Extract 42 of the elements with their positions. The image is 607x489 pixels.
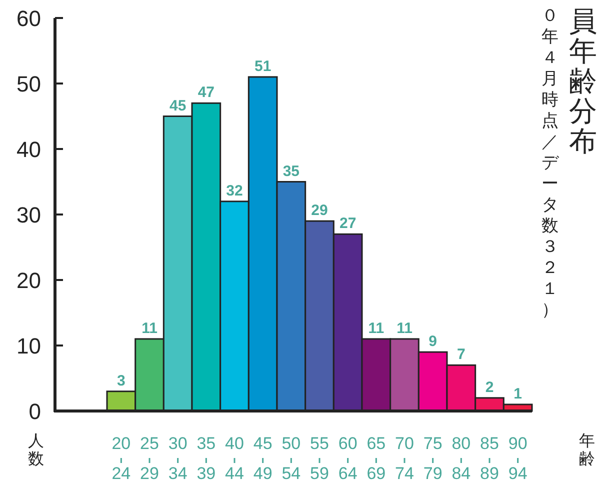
data-label: 11: [368, 320, 384, 337]
x-tick-label: 70 74: [395, 434, 414, 483]
data-label: 29: [311, 202, 328, 220]
x-tick-label: 80 84: [452, 434, 471, 483]
y-tick-label: 30: [16, 202, 41, 228]
data-label: 45: [169, 97, 186, 114]
plot: 3 11 45 47 32 51 35 29 27 11 11 9 7 2 1: [106, 58, 533, 412]
data-label: 11: [142, 320, 158, 337]
data-label: 7: [456, 346, 466, 364]
data-label: 9: [428, 333, 438, 350]
x-tick-label: 20 24: [112, 434, 131, 483]
y-tick-label: 50: [16, 72, 41, 96]
data-label: 1: [514, 385, 522, 402]
y-tick-label: 10: [16, 334, 41, 358]
x-tick-label: 45 49: [253, 434, 272, 483]
x-tick-label: 65 69: [366, 434, 386, 483]
x-tick-label: 90 94: [508, 434, 528, 483]
y-axis-title: 人数: [28, 433, 44, 468]
data-label: 2: [485, 378, 494, 396]
x-tick-label: 35 39: [196, 434, 216, 483]
text: ０年４月時点／データ数３２１）: [542, 6, 558, 319]
x-axis-title: 年齢: [579, 433, 595, 468]
data-label: 3: [116, 372, 126, 390]
data-label: 32: [226, 182, 243, 200]
data-label: 47: [198, 84, 215, 102]
data-label: 27: [339, 215, 356, 232]
x-tick-label: 40 44: [225, 434, 244, 483]
x-tick-label: 85 89: [480, 434, 499, 483]
text: 員年齢分布: [569, 6, 597, 157]
y-tick-label: 60: [16, 6, 41, 31]
x-tick-label: 50 54: [282, 434, 301, 483]
y-tick-label: 20: [16, 268, 41, 293]
x-tick-label: 25 29: [140, 434, 159, 483]
x-tick-label: 30 34: [168, 434, 188, 483]
x-tick-label: 55 59: [310, 434, 329, 483]
y-tick-label: 40: [16, 137, 41, 162]
data-label: 35: [282, 162, 300, 180]
x-tick-label: 60 64: [338, 434, 358, 483]
y-tick-label: 0: [28, 399, 41, 424]
x-tick-label: 75 79: [423, 434, 442, 483]
data-label: 11: [396, 320, 412, 337]
data-label: 51: [254, 58, 272, 75]
